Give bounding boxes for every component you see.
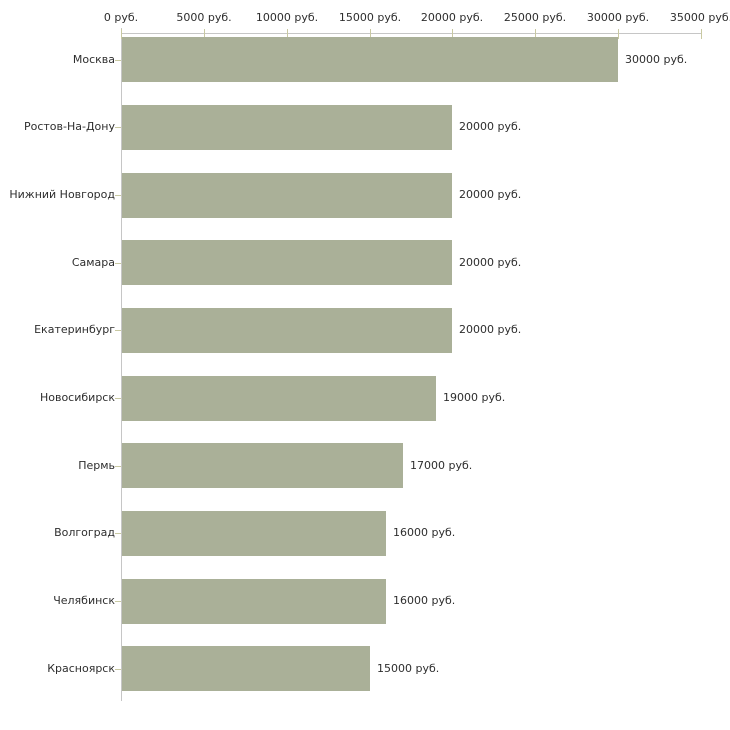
category-label: Волгоград <box>54 526 115 539</box>
x-tick-mark <box>452 29 453 39</box>
x-axis-line <box>121 33 702 34</box>
x-tick-label: 35000 руб. <box>669 11 730 24</box>
bar-value-label: 16000 руб. <box>393 594 456 607</box>
bar-9 <box>122 579 386 624</box>
y-axis-line <box>121 28 122 701</box>
bar-value-label: 16000 руб. <box>393 526 456 539</box>
y-tick-mark <box>115 533 121 534</box>
y-tick-mark <box>115 398 121 399</box>
bar-7 <box>122 443 403 488</box>
bar-1 <box>122 37 618 82</box>
x-tick-label: 10000 руб. <box>255 11 319 24</box>
x-tick-mark <box>287 29 288 39</box>
category-label: Самара <box>71 256 115 269</box>
bar-6 <box>122 376 436 421</box>
bar-value-label: 20000 руб. <box>459 120 522 133</box>
x-tick-mark <box>535 29 536 39</box>
x-tick-label: 15000 руб. <box>338 11 402 24</box>
y-tick-mark <box>115 263 121 264</box>
x-tick-label: 0 руб. <box>103 11 139 24</box>
category-label: Новосибирск <box>39 391 115 404</box>
category-label: Челябинск <box>53 594 115 607</box>
x-tick-label: 5000 руб. <box>176 11 232 24</box>
x-tick-mark <box>370 29 371 39</box>
x-tick-mark <box>121 29 122 39</box>
x-tick-label: 30000 руб. <box>586 11 650 24</box>
y-tick-mark <box>115 466 121 467</box>
category-label: Ростов-На-Дону <box>23 120 115 133</box>
bar-10 <box>122 646 370 691</box>
y-tick-mark <box>115 127 121 128</box>
category-label: Нижний Новгород <box>9 188 115 201</box>
bar-4 <box>122 240 452 285</box>
bar-value-label: 30000 руб. <box>625 53 688 66</box>
category-label: Красноярск <box>47 662 115 675</box>
bar-value-label: 15000 руб. <box>377 662 440 675</box>
bar-value-label: 20000 руб. <box>459 188 522 201</box>
bar-value-label: 20000 руб. <box>459 323 522 336</box>
bar-5 <box>122 308 452 353</box>
y-tick-mark <box>115 669 121 670</box>
y-tick-mark <box>115 601 121 602</box>
bar-3 <box>122 173 452 218</box>
bar-value-label: 19000 руб. <box>443 391 506 404</box>
y-tick-mark <box>115 330 121 331</box>
x-tick-mark <box>204 29 205 39</box>
category-label: Екатеринбург <box>34 323 115 336</box>
y-tick-mark <box>115 60 121 61</box>
y-tick-mark <box>115 195 121 196</box>
bar-2 <box>122 105 452 150</box>
x-tick-mark <box>701 29 702 39</box>
bar-value-label: 20000 руб. <box>459 256 522 269</box>
x-tick-label: 20000 руб. <box>420 11 484 24</box>
category-label: Москва <box>72 53 115 66</box>
x-tick-mark <box>618 29 619 39</box>
x-tick-label: 25000 руб. <box>503 11 567 24</box>
category-label: Пермь <box>78 459 115 472</box>
bar-8 <box>122 511 386 556</box>
bar-value-label: 17000 руб. <box>410 459 473 472</box>
